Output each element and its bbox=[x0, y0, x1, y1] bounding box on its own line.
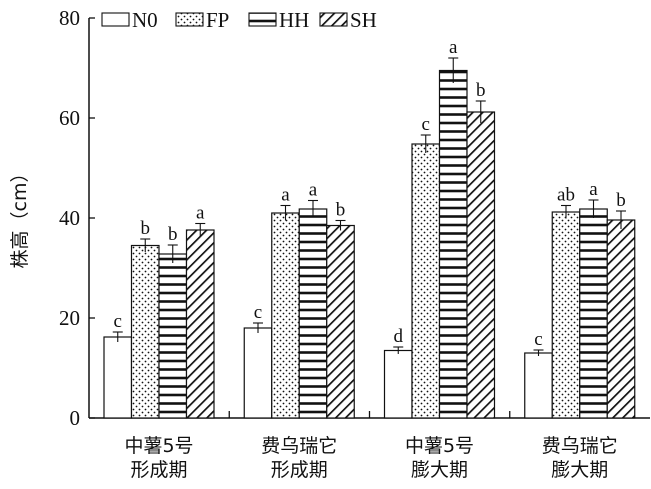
y-axis-title: 株高（cm） bbox=[9, 164, 31, 269]
bar-n0 bbox=[243, 327, 273, 419]
bar-hh bbox=[298, 208, 328, 419]
bar-fp bbox=[551, 211, 581, 419]
x-category-label: 形成期 bbox=[130, 459, 187, 481]
significance-label: a bbox=[196, 203, 205, 224]
significance-label: a bbox=[449, 37, 458, 58]
bar-n0 bbox=[383, 349, 413, 419]
bar-sh bbox=[185, 229, 215, 419]
bar-fp bbox=[130, 244, 160, 419]
bar-hh bbox=[438, 69, 468, 419]
significance-label: b bbox=[168, 224, 178, 245]
y-tick-label: 0 bbox=[70, 406, 81, 430]
significance-label: a bbox=[589, 179, 598, 200]
legend-label-n0: N0 bbox=[132, 8, 158, 32]
bar-hh bbox=[579, 208, 608, 419]
x-category-label: 膨大期 bbox=[551, 459, 608, 481]
bar-sh bbox=[326, 224, 355, 419]
x-category-label: 费乌瑞它 bbox=[542, 435, 618, 457]
x-category-label: 费乌瑞它 bbox=[261, 435, 337, 457]
x-category-label: 形成期 bbox=[271, 459, 328, 481]
bar-n0 bbox=[103, 336, 133, 419]
legend-label-fp: FP bbox=[206, 8, 229, 32]
significance-label: c bbox=[254, 302, 262, 323]
bar-fp bbox=[271, 212, 300, 419]
significance-label: c bbox=[422, 114, 430, 135]
x-category-label: 中薯5号 bbox=[405, 435, 474, 457]
bar-n0 bbox=[524, 352, 553, 419]
significance-label: b bbox=[336, 200, 346, 221]
significance-label: b bbox=[476, 80, 486, 101]
bar-sh bbox=[466, 111, 496, 419]
significance-label: b bbox=[616, 190, 626, 211]
significance-label: c bbox=[534, 329, 542, 350]
x-category-label: 中薯5号 bbox=[124, 435, 193, 457]
bar-hh bbox=[158, 253, 188, 419]
significance-label: d bbox=[394, 326, 404, 347]
legend-swatch-fp bbox=[175, 12, 204, 27]
legend-swatch-hh bbox=[248, 12, 277, 27]
y-tick-label: 60 bbox=[59, 106, 80, 130]
y-tick-label: 20 bbox=[59, 306, 80, 330]
bar-sh bbox=[606, 219, 636, 419]
legend-label-sh: SH bbox=[350, 8, 377, 32]
legend-label-hh: HH bbox=[279, 8, 309, 32]
significance-label: ab bbox=[557, 185, 575, 206]
y-tick-label: 80 bbox=[59, 6, 80, 30]
legend-swatch-n0 bbox=[101, 12, 130, 27]
significance-label: a bbox=[309, 180, 318, 201]
y-tick-label: 40 bbox=[59, 206, 80, 230]
legend: N0 FP HH SH bbox=[101, 8, 377, 32]
legend-swatch-sh bbox=[319, 12, 348, 27]
significance-label: a bbox=[281, 185, 290, 206]
significance-label: c bbox=[114, 311, 122, 332]
significance-label: b bbox=[141, 218, 151, 239]
bar-fp bbox=[411, 143, 441, 419]
x-category-label: 膨大期 bbox=[411, 459, 468, 481]
